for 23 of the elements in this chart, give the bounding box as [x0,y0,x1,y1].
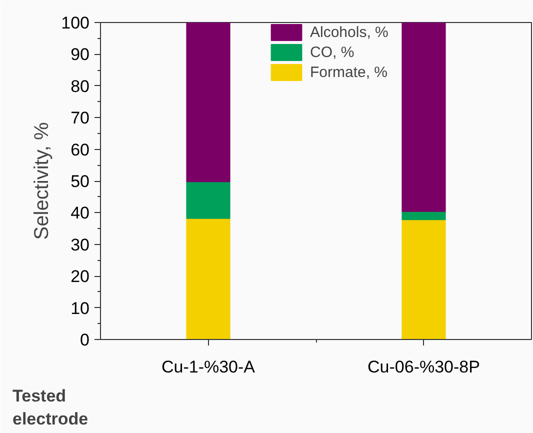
y-tick-label: 20 [70,267,90,286]
x-tick-label: Cu-1-%30-A [161,358,256,376]
bar [402,22,446,212]
y-tick-label: 30 [70,235,90,254]
bar [186,22,230,182]
y-tick-label: 60 [70,140,90,160]
x-axis-title: Tested electrode [12,386,88,428]
y-tick-label: 100 [61,14,90,32]
x-tick-label: Cu-06-%30-8P [368,358,480,376]
y-tick-label: 10 [70,298,90,318]
legend-label: Alcohols, % [310,24,388,40]
y-tick-label: 70 [70,108,90,128]
bar [186,218,230,340]
legend-label: CO, % [310,44,354,60]
legend-label: Formate, % [310,64,388,80]
y-tick-label: 50 [70,172,90,191]
y-tick-label: 40 [70,204,90,223]
y-tick-label: 90 [70,45,90,64]
y-tick-label: 80 [70,76,90,96]
bar [402,219,446,340]
y-tick-label: 0 [80,330,90,350]
y-axis-title: Selectivity, % [31,122,54,240]
bar [186,181,230,219]
